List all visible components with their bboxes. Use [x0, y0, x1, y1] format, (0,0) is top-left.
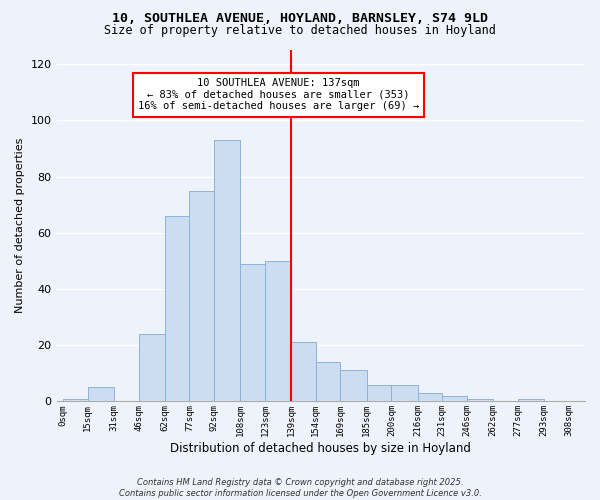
Bar	[442, 396, 467, 402]
Text: Contains HM Land Registry data © Crown copyright and database right 2025.
Contai: Contains HM Land Registry data © Crown c…	[119, 478, 481, 498]
Bar	[391, 384, 418, 402]
Text: 10 SOUTHLEA AVENUE: 137sqm
← 83% of detached houses are smaller (353)
16% of sem: 10 SOUTHLEA AVENUE: 137sqm ← 83% of deta…	[138, 78, 419, 112]
Text: Size of property relative to detached houses in Hoyland: Size of property relative to detached ho…	[104, 24, 496, 37]
Bar	[165, 216, 190, 402]
Bar	[265, 261, 291, 402]
Bar	[190, 190, 214, 402]
Bar	[88, 388, 114, 402]
Y-axis label: Number of detached properties: Number of detached properties	[15, 138, 25, 314]
Bar	[367, 384, 391, 402]
Bar	[316, 362, 340, 402]
Bar	[291, 342, 316, 402]
Bar	[467, 398, 493, 402]
Bar	[63, 398, 88, 402]
Bar	[139, 334, 165, 402]
Bar	[518, 398, 544, 402]
Bar	[214, 140, 241, 402]
Bar	[241, 264, 265, 402]
X-axis label: Distribution of detached houses by size in Hoyland: Distribution of detached houses by size …	[170, 442, 471, 455]
Bar	[340, 370, 367, 402]
Text: 10, SOUTHLEA AVENUE, HOYLAND, BARNSLEY, S74 9LD: 10, SOUTHLEA AVENUE, HOYLAND, BARNSLEY, …	[112, 12, 488, 26]
Bar	[418, 393, 442, 402]
